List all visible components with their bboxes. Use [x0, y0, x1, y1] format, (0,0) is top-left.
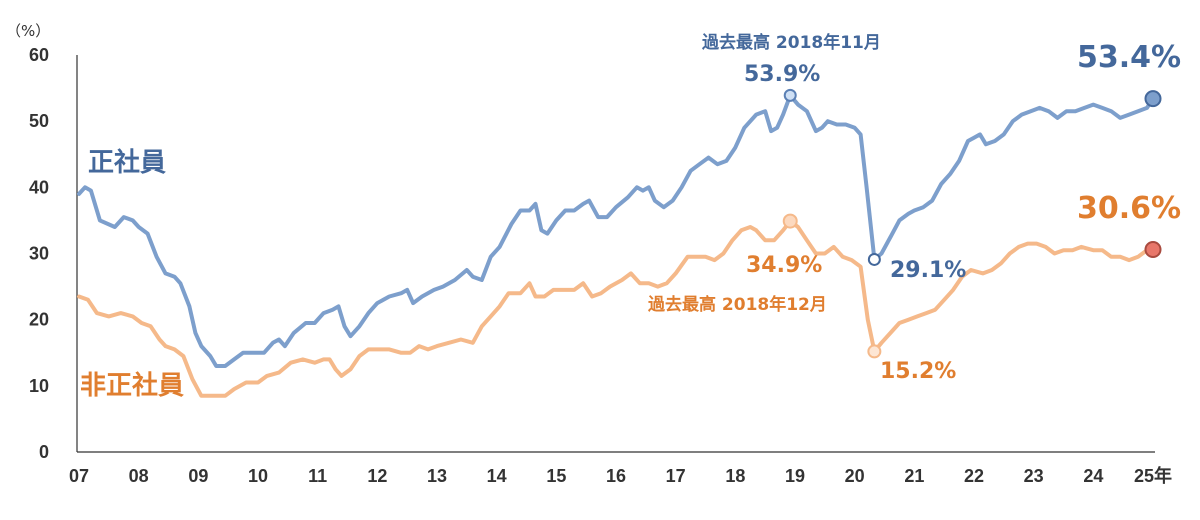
y-tick-label: 40: [29, 177, 49, 197]
marker-nonregular-latest: [1144, 241, 1162, 259]
x-tick-label: 17: [666, 466, 686, 486]
x-tick-label: 16: [606, 466, 626, 486]
x-tick-label: 20: [845, 466, 865, 486]
y-tick-label: 0: [39, 442, 49, 462]
marker-regular-latest: [1144, 90, 1162, 108]
series-labels: 正社員 非正社員: [80, 147, 184, 401]
nonregular-peak-caption: 過去最高 2018年12月: [648, 294, 827, 315]
regular-peak-caption: 過去最高 2018年11月: [702, 32, 881, 53]
marker-nonregular-low: [867, 344, 882, 359]
regular-latest-value: 53.4%: [1077, 40, 1181, 75]
marker-regular-low: [867, 252, 881, 266]
marker-nonregular-peak: [782, 213, 798, 229]
x-tick-label: 19: [785, 466, 805, 486]
x-tick-label: 24: [1083, 466, 1103, 486]
x-tick-label: 11: [308, 466, 327, 486]
marker-regular-peak: [783, 88, 797, 102]
x-tick-label: 23: [1024, 466, 1044, 486]
x-tick-label: 21: [904, 466, 924, 486]
y-tick-label: 20: [29, 310, 49, 330]
x-tick-label: 25年: [1134, 465, 1172, 486]
nonregular-low-value: 15.2%: [880, 359, 956, 384]
axes: [76, 55, 1155, 453]
x-tick-label: 10: [248, 466, 268, 486]
annotations: 過去最高 2018年11月 53.9% 29.1% 53.4% 過去最高 201…: [648, 32, 1181, 384]
x-tick-label: 08: [129, 466, 149, 486]
x-tick-labels: 07 08 09 10 11 12 13 14 15 16 17 18 19 20 21 22 23 24 25年: [69, 465, 1172, 486]
y-tick-labels: 60 50 40 30 20 10 0: [29, 45, 49, 462]
y-tick-label: 30: [29, 244, 49, 264]
series-line-nonregular: [77, 219, 1155, 398]
y-unit-label: （%）: [6, 22, 50, 40]
x-tick-label: 12: [367, 466, 387, 486]
x-tick-label: 09: [188, 466, 208, 486]
regular-peak-value: 53.9%: [744, 62, 820, 87]
series-label-regular: 正社員: [88, 147, 166, 178]
x-tick-label: 18: [725, 466, 745, 486]
nonregular-peak-value: 34.9%: [746, 253, 822, 278]
markers: [782, 88, 1162, 359]
x-tick-label: 14: [487, 466, 507, 486]
nonregular-latest-value: 30.6%: [1077, 191, 1181, 226]
x-tick-label: 22: [964, 466, 984, 486]
series-label-nonregular: 非正社員: [80, 370, 184, 401]
x-tick-label: 13: [427, 466, 447, 486]
y-tick-label: 10: [29, 376, 49, 396]
series-line-regular: [77, 93, 1155, 368]
x-tick-label: 07: [69, 466, 89, 486]
y-tick-label: 50: [29, 111, 49, 131]
y-tick-label: 60: [29, 45, 49, 65]
x-tick-label: 15: [546, 466, 566, 486]
series-lines: [77, 93, 1155, 398]
regular-low-value: 29.1%: [890, 258, 966, 283]
